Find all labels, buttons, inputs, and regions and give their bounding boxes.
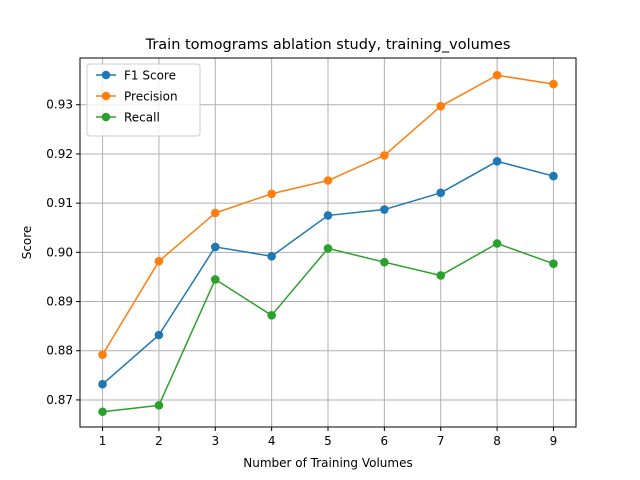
y-tick-label: 0.93 (46, 98, 73, 112)
data-point (549, 171, 558, 181)
legend-label: Recall (124, 111, 160, 125)
data-point (492, 157, 502, 166)
data-point (98, 379, 107, 389)
x-tick-label: 3 (211, 434, 219, 448)
data-point (267, 311, 276, 320)
y-tick-label: 0.92 (46, 147, 73, 161)
data-point (154, 330, 164, 340)
legend-item: Recall (96, 111, 160, 125)
data-point (549, 79, 558, 89)
x-tick-label: 2 (155, 434, 163, 448)
x-tick-label: 4 (268, 434, 276, 448)
x-tick-label: 8 (493, 434, 501, 448)
series-precision (98, 70, 558, 359)
y-tick-label: 0.90 (46, 245, 73, 259)
data-point (436, 271, 446, 280)
data-point (380, 151, 389, 160)
y-tick-label: 0.87 (46, 393, 73, 407)
data-point (210, 275, 220, 284)
data-point (323, 211, 333, 220)
x-tick-label: 7 (437, 434, 445, 448)
legend-label: F1 Score (124, 69, 176, 83)
data-point (98, 407, 107, 417)
data-point (98, 350, 107, 359)
legend-marker (101, 70, 111, 80)
x-axis: 1 2 3 4 5 6 7 8 9 (99, 427, 558, 448)
y-tick-label: 0.88 (46, 344, 73, 358)
legend-item: Precision (96, 90, 178, 104)
legend-frame (86, 63, 201, 137)
y-axis: 0.87 0.88 0.89 0.90 0.91 0.92 0.93 (46, 98, 80, 407)
data-point (380, 205, 389, 214)
series-recall (98, 239, 558, 417)
x-tick-label: 6 (381, 434, 389, 448)
chart-title: Train tomograms ablation study, training… (145, 37, 511, 53)
data-point (436, 101, 446, 111)
data-point (549, 259, 558, 268)
y-tick-label: 0.91 (46, 196, 73, 210)
plot-area (98, 70, 558, 417)
x-tick-label: 5 (324, 434, 332, 448)
legend-marker (101, 112, 111, 122)
y-axis-label: Score (20, 226, 34, 260)
legend: F1 Score Precision Recall (86, 63, 201, 137)
x-tick-label: 1 (99, 434, 107, 448)
data-point (267, 189, 276, 199)
legend-label: Precision (124, 90, 178, 104)
data-point (210, 208, 220, 218)
data-point (380, 257, 389, 267)
y-tick-label: 0.89 (46, 295, 73, 309)
data-point (154, 401, 164, 410)
legend-marker (101, 91, 111, 101)
data-point (267, 251, 276, 261)
x-axis-label: Number of Training Volumes (243, 456, 412, 470)
data-point (323, 176, 333, 185)
series-f1-score (98, 157, 558, 389)
data-point (492, 70, 502, 80)
data-point (492, 239, 502, 248)
legend-item: F1 Score (96, 69, 176, 83)
data-point (154, 256, 164, 266)
data-point (210, 242, 220, 252)
data-point (436, 188, 446, 198)
x-tick-label: 9 (550, 434, 558, 448)
data-point (323, 244, 333, 253)
